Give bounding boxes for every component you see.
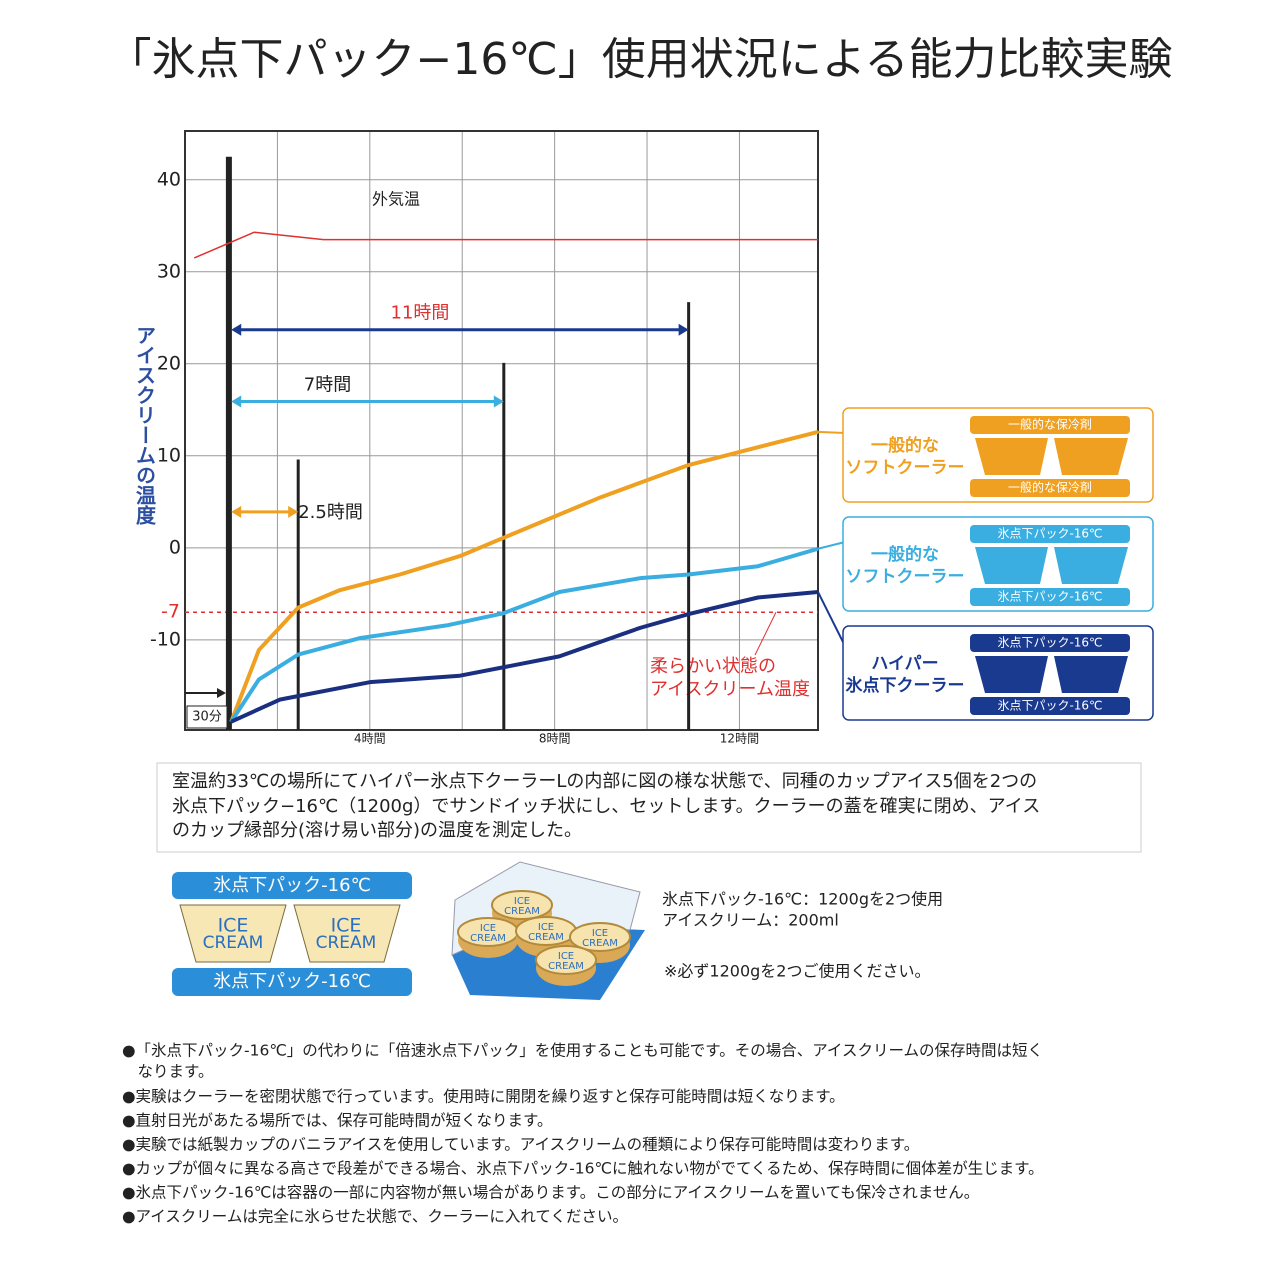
x-tick-label: 12時間 bbox=[720, 732, 759, 746]
spec: 氷点下パック-16℃：1200gを2つ使用 bbox=[662, 890, 943, 909]
cup-3d-label: ICE bbox=[514, 896, 530, 907]
threshold-note: アイスクリーム温度 bbox=[650, 679, 810, 700]
legend-pack bbox=[970, 588, 1130, 606]
legend-pack-label: 一般的な保冷剤 bbox=[1008, 417, 1092, 432]
note: ●氷点下パック-16℃は容器の一部に内容物が無い場合があります。この部分にアイス… bbox=[122, 1184, 979, 1202]
description-line: のカップ縁部分(溶け易い部分)の温度を測定した。 bbox=[172, 820, 582, 841]
start-box bbox=[186, 705, 228, 729]
start-label: 30分 bbox=[192, 710, 222, 725]
series-line bbox=[229, 429, 819, 723]
cup-label: ICE bbox=[331, 915, 362, 937]
y-tick-label: 40 bbox=[157, 168, 181, 190]
legend-cup bbox=[975, 438, 1128, 475]
x-tick-label: 8時間 bbox=[539, 732, 571, 746]
cup-3d-label: ICE bbox=[538, 922, 554, 933]
legend-pack-label: 氷点下パック-16℃ bbox=[997, 636, 1102, 650]
legend-connector bbox=[817, 541, 846, 550]
note: ●アイスクリームは完全に氷らせた状態で、クーラーに入れてください。 bbox=[122, 1208, 628, 1226]
y-tick-label: 0 bbox=[169, 536, 181, 558]
legend-connector bbox=[817, 591, 846, 647]
pack bbox=[172, 968, 412, 996]
legend-text: 一般的な bbox=[871, 544, 939, 565]
notes: ●「氷点下パック-16℃」の代わりに「倍速氷点下パック」を使用することも可能です… bbox=[122, 1042, 1044, 1226]
pack-label: 氷点下パック-16℃ bbox=[213, 971, 371, 992]
cup-3d-top bbox=[535, 945, 597, 975]
y-tick-label: 20 bbox=[157, 352, 181, 374]
description-line: 氷点下パック−16℃（1200g）でサンドイッチ状にし、セットします。クーラーの… bbox=[172, 796, 1040, 817]
cup-3d-label: CREAM bbox=[470, 933, 506, 944]
cup-3d-label: ICE bbox=[480, 923, 496, 934]
cup-label: CREAM bbox=[203, 933, 264, 953]
cup bbox=[179, 904, 287, 963]
legend-text: 一般的な bbox=[871, 435, 939, 456]
plot-area bbox=[185, 131, 818, 730]
cup-3d-label: ICE bbox=[558, 951, 574, 962]
legend-text: ハイパー bbox=[871, 654, 938, 674]
cup-3d-label: CREAM bbox=[548, 961, 584, 972]
cup-3d-top bbox=[569, 922, 631, 952]
legend-connector bbox=[817, 430, 846, 434]
series-label: 外気温 bbox=[372, 190, 420, 209]
note: ●直射日光があたる場所では、保存可能時間が短くなります。 bbox=[122, 1112, 552, 1130]
note: なります。 bbox=[122, 1063, 213, 1081]
note: ●実験では紙製カップのバニラアイスを使用しています。アイスクリームの種類により保… bbox=[122, 1136, 919, 1154]
legend-pack-label: 氷点下パック-16℃ bbox=[997, 590, 1102, 604]
cup-label: ICE bbox=[218, 915, 249, 937]
legend-text: ソフトクーラー bbox=[846, 567, 965, 587]
pack-label: 氷点下パック-16℃ bbox=[213, 875, 371, 896]
description-box bbox=[156, 762, 1142, 853]
legend-pack-label: 氷点下パック-16℃ bbox=[997, 527, 1102, 541]
legend-cup bbox=[975, 547, 1128, 584]
legend-text: ソフトクーラー bbox=[846, 458, 965, 478]
pointer bbox=[754, 612, 777, 656]
legend-pack-label: 一般的な保冷剤 bbox=[1008, 480, 1092, 495]
threshold-note: 柔らかい状態の bbox=[650, 656, 776, 677]
spec: ※必ず1200gを2つご使用ください。 bbox=[664, 962, 930, 981]
cup-label: CREAM bbox=[316, 933, 377, 953]
cup-3d-label: CREAM bbox=[504, 906, 540, 917]
y-axis-label: アイスクリームの温度 bbox=[133, 325, 157, 526]
plot-border bbox=[184, 130, 819, 731]
series-line bbox=[230, 589, 819, 724]
cup-3d-label: ICE bbox=[592, 928, 608, 939]
interval-label: 11時間 bbox=[390, 303, 449, 324]
legend-pack-label: 氷点下パック-16℃ bbox=[997, 699, 1102, 713]
arrow-head bbox=[217, 688, 226, 698]
legend-cup bbox=[975, 656, 1128, 693]
interval-label: 2.5時間 bbox=[298, 502, 363, 523]
pack bbox=[172, 872, 412, 899]
spec: アイスクリーム：200ml bbox=[662, 911, 839, 930]
series-line bbox=[229, 546, 819, 723]
note: ●カップが個々に異なる高さで段差ができる場合、氷点下パック-16℃に触れない物が… bbox=[122, 1160, 1044, 1178]
legend-pack bbox=[970, 416, 1130, 434]
note: ●「氷点下パック-16℃」の代わりに「倍速氷点下パック」を使用することも可能です… bbox=[122, 1042, 1043, 1060]
y-tick-label: 10 bbox=[157, 444, 181, 466]
legend-pack bbox=[970, 525, 1130, 543]
threshold-label: -7 bbox=[161, 601, 180, 623]
page-title: 「氷点下パック−16℃」使用状況による能力比較実験 bbox=[108, 34, 1173, 85]
cup-3d-label: CREAM bbox=[528, 932, 564, 943]
legend-text: 氷点下クーラー bbox=[846, 675, 965, 696]
cup-3d-label: CREAM bbox=[582, 938, 618, 949]
description-line: 室温約33℃の場所にてハイパー氷点下クーラーLの内部に図の様な状態で、同種のカッ… bbox=[172, 771, 1037, 792]
series-line bbox=[193, 231, 818, 259]
cup-3d-top bbox=[491, 890, 553, 920]
y-tick-label: -10 bbox=[150, 628, 181, 650]
legend-pack bbox=[970, 634, 1130, 652]
interval-label: 7時間 bbox=[304, 375, 351, 396]
legend-pack bbox=[970, 697, 1130, 715]
y-tick-label: 30 bbox=[157, 260, 181, 282]
legend-pack bbox=[970, 479, 1130, 497]
cup bbox=[293, 904, 401, 963]
note: ●実験はクーラーを密閉状態で行っています。使用時に開閉を繰り返すと保存可能時間は… bbox=[122, 1088, 845, 1106]
x-tick-label: 4時間 bbox=[354, 732, 386, 746]
